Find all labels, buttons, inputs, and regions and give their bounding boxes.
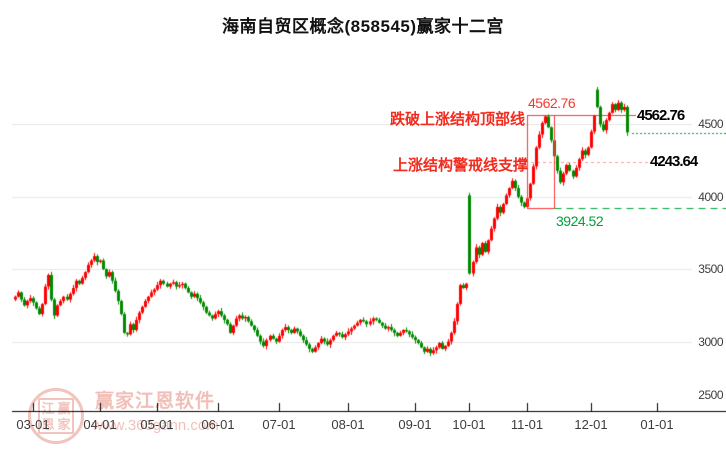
- x-axis-tick-label: 07-01: [262, 417, 296, 432]
- x-axis-tick-label: 03-01: [16, 417, 50, 432]
- x-axis-tick-label: 01-01: [640, 417, 674, 432]
- annotation-top-line-value-small: 4562.76: [528, 95, 576, 111]
- annotation-break-top-line-text: 跌破上涨结构顶部线: [390, 111, 526, 128]
- x-axis-tick-label: 10-01: [452, 417, 486, 432]
- y-axis-tick-label: 3000: [698, 335, 723, 349]
- label-pivot-low-price: 3924.52: [556, 213, 604, 229]
- x-axis-tick-label: 06-01: [201, 417, 235, 432]
- x-axis-tick-label: 04-01: [83, 417, 117, 432]
- x-axis-tick-label: 08-01: [331, 417, 365, 432]
- x-axis-tick-label: 05-01: [140, 417, 174, 432]
- annotation-warning-support-text: 上涨结构警戒线支撑: [393, 157, 529, 174]
- x-axis-tick-label: 12-01: [574, 417, 608, 432]
- y-axis-tick-label: 2500: [698, 388, 723, 402]
- chart-title: 海南自贸区概念(858545)赢家十二宫: [221, 17, 505, 36]
- y-axis-tick-label: 4500: [698, 117, 723, 131]
- y-axis-tick-label: 3500: [698, 262, 723, 276]
- label-warning-support-price: 4243.64: [650, 153, 698, 170]
- x-axis-tick-label: 09-01: [398, 417, 432, 432]
- label-structure-top-price: 4562.76: [637, 107, 685, 124]
- y-axis-tick-label: 4000: [698, 190, 723, 204]
- x-axis-tick-label: 11-01: [510, 417, 544, 432]
